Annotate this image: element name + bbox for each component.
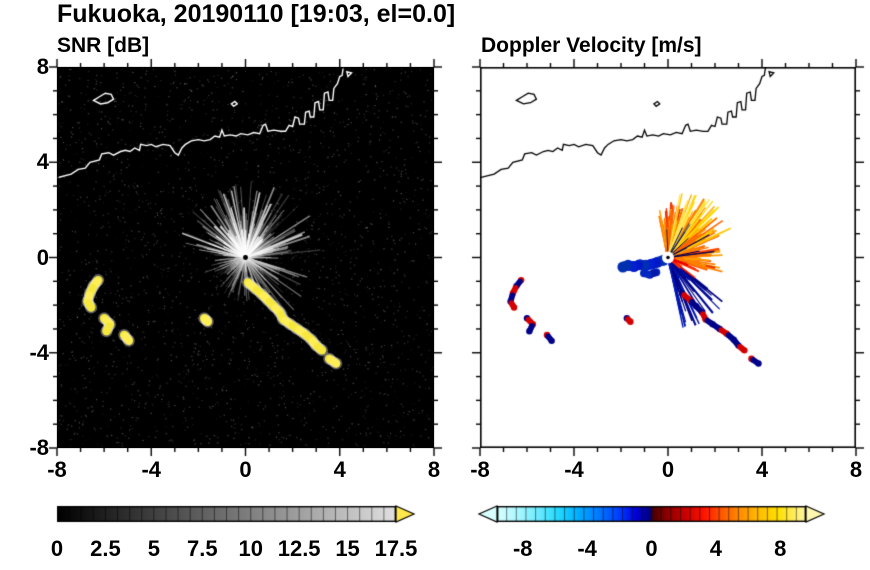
doppler-x-tick-label: 8 — [849, 457, 863, 482]
doppler-colorbar-tick-label: 4 — [709, 536, 722, 561]
doppler-x-tick-label: 0 — [661, 457, 675, 482]
snr-y-tick-label: -4 — [29, 339, 49, 365]
snr-x-tick-label: 8 — [427, 457, 441, 482]
snr-x-tick-label: 0 — [239, 457, 252, 482]
doppler-colorbar-tick-label: 8 — [774, 536, 787, 561]
doppler-colorbar-tick-label: -4 — [577, 536, 597, 561]
snr-colorbar-tick-label: 12.5 — [277, 536, 321, 561]
snr-y-tick-label: 4 — [36, 149, 49, 175]
snr-colorbar-tick-label: 0 — [50, 536, 64, 561]
snr-colorbar-tick-label: 15 — [335, 536, 360, 561]
snr-colorbar-tick-label: 7.5 — [186, 536, 218, 561]
snr-colorbar-tick-label: 17.5 — [374, 536, 418, 561]
snr-y-tick-label: -8 — [29, 435, 49, 460]
doppler-colorbar-tick-label: 0 — [645, 536, 658, 561]
snr-colorbar-tick-label: 10 — [238, 536, 263, 561]
snr-x-tick-label: 4 — [333, 457, 346, 482]
snr-colorbar-tick-label: 2.5 — [90, 536, 121, 561]
snr-x-tick-label: -8 — [47, 457, 67, 482]
doppler-x-tick-label: -4 — [564, 457, 584, 482]
doppler-x-tick-label: 4 — [755, 457, 769, 482]
doppler-colorbar-tick-label: -8 — [512, 536, 533, 561]
snr-y-tick-label: 0 — [36, 244, 49, 270]
snr-x-tick-label: -4 — [141, 457, 162, 482]
doppler-x-tick-label: -8 — [470, 457, 490, 482]
snr-y-tick-label: 8 — [36, 54, 49, 79]
snr-colorbar-tick-label: 5 — [147, 536, 160, 561]
